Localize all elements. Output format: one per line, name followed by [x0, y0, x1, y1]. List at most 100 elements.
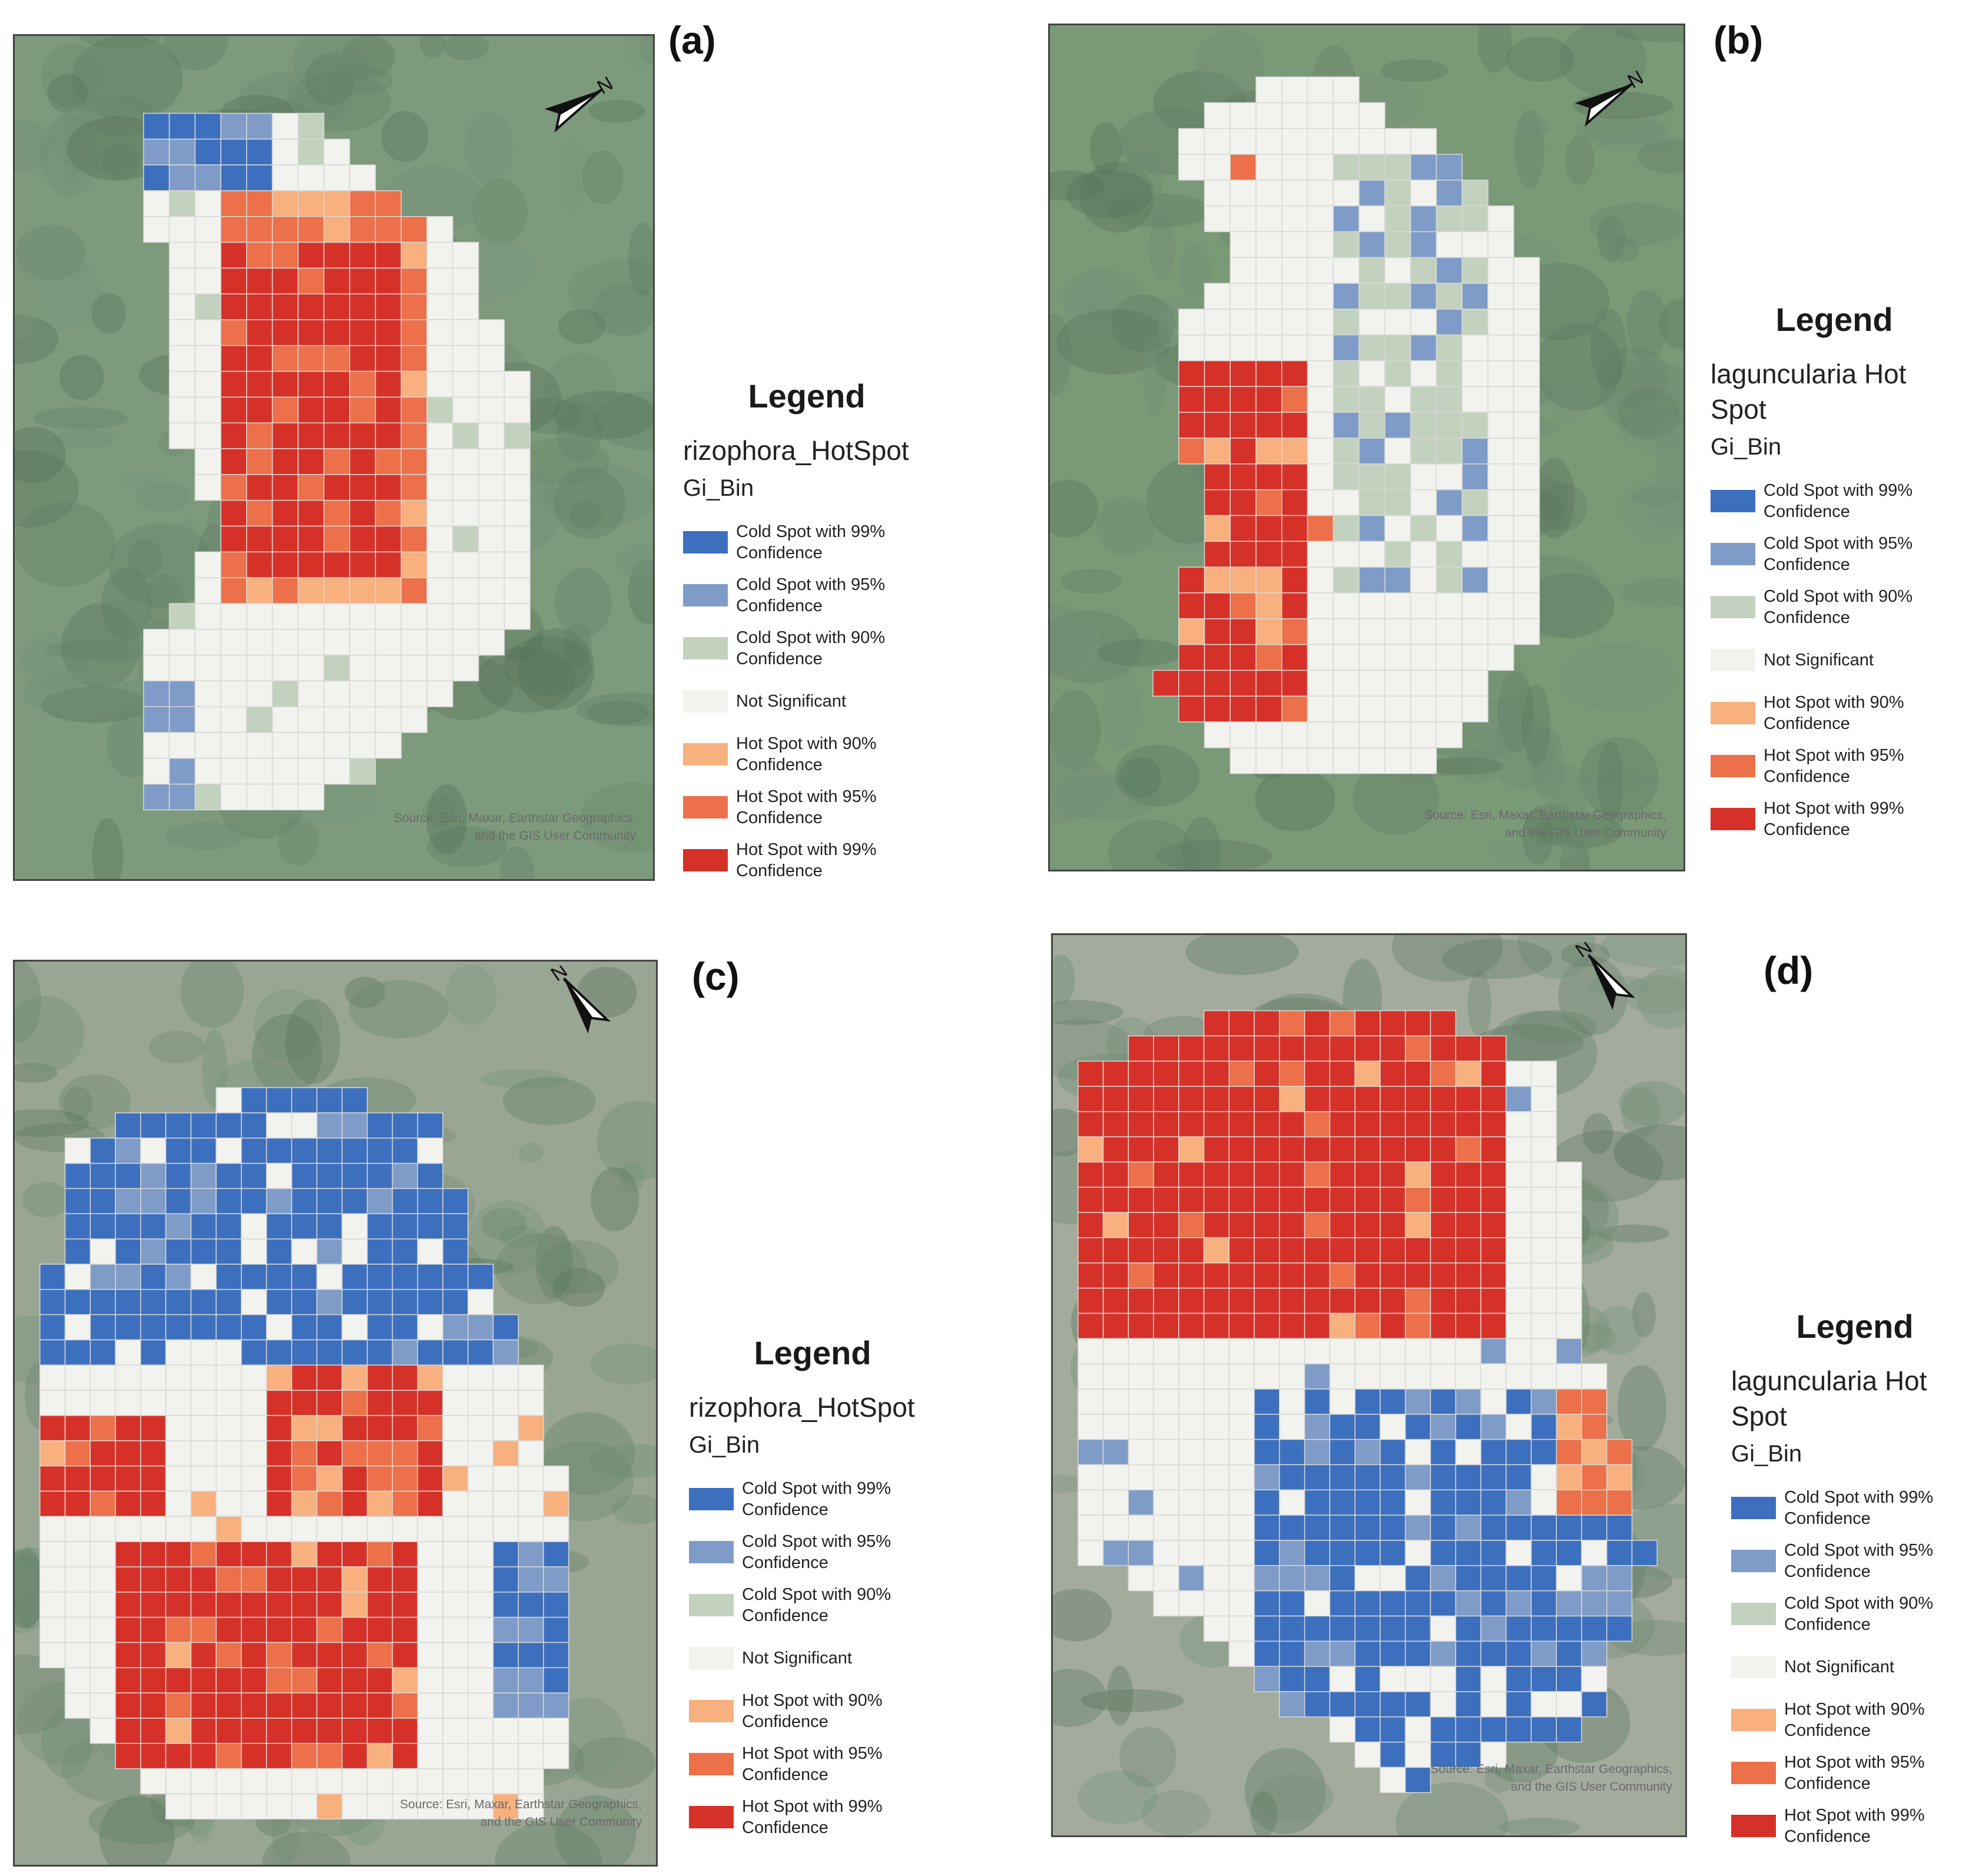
legend-d: Legend laguncularia Hot Spot Gi_Bin Cold… [1731, 1307, 1962, 1852]
legend-swatch-c90 [1711, 596, 1755, 618]
legend-swatch-h90 [1731, 1709, 1776, 1731]
legend-item-c95: Cold Spot with 95% Confidence [1731, 1534, 1962, 1587]
legend-label-c95: Cold Spot with 95% Confidence [736, 575, 886, 615]
legend-swatch-c95 [689, 1541, 734, 1563]
legend-label-h99: Hot Spot with 99% Confidence [736, 840, 877, 880]
panel-label-a: (a) [668, 18, 716, 62]
legend-label-c90: Cold Spot with 90% Confidence [1764, 587, 1913, 627]
legend-item-c99: Cold Spot with 99% Confidence [689, 1473, 936, 1526]
legend-swatch-h95 [689, 1753, 734, 1775]
legend-item-h95: Hot Spot with 95% Confidence [1711, 740, 1958, 793]
source-credit-c: Source: Esri, Maxar, Earthstar Geographi… [400, 1798, 642, 1829]
legend-field-name: Gi_Bin [689, 1432, 760, 1458]
legend-label-c90: Cold Spot with 90% Confidence [1784, 1594, 1934, 1634]
legend-swatch-h90 [683, 743, 728, 765]
map-d-svg [1053, 935, 1685, 1835]
legend-swatch-h99 [1711, 808, 1755, 830]
legend-a: Legend rizophora_HotSpot Gi_Bin Cold Spo… [683, 377, 930, 887]
map-c[interactable] [13, 960, 658, 1867]
legend-item-h99: Hot Spot with 99% Confidence [1711, 793, 1958, 846]
legend-item-c95: Cold Spot with 95% Confidence [689, 1526, 936, 1579]
legend-item-c90: Cold Spot with 90% Confidence [683, 622, 930, 675]
legend-label-h95: Hot Spot with 95% Confidence [1784, 1753, 1925, 1793]
legend-label-h95: Hot Spot with 95% Confidence [736, 787, 877, 827]
legend-swatch-c95 [1711, 543, 1755, 565]
source-credit-d: Source: Esri, Maxar, Earthstar Geographi… [1430, 1762, 1672, 1794]
map-d[interactable] [1051, 933, 1687, 1837]
legend-items: Cold Spot with 99% Confidence Cold Spot wi… [1731, 1481, 1962, 1852]
map-b-svg [1050, 25, 1683, 870]
north-arrow-icon: N [1566, 936, 1655, 1030]
legend-b: Legend laguncularia Hot Spot Gi_Bin Cold… [1711, 300, 1958, 846]
legend-item-c99: Cold Spot with 99% Confidence [683, 516, 930, 569]
legend-item-ns: Not Significant [689, 1632, 936, 1685]
north-arrow-icon: N [1555, 59, 1648, 147]
legend-swatch-h90 [689, 1700, 734, 1722]
legend-item-h95: Hot Spot with 95% Confidence [683, 781, 930, 834]
legend-item-h90: Hot Spot with 90% Confidence [1711, 687, 1958, 740]
legend-label-h95: Hot Spot with 95% Confidence [1764, 746, 1904, 786]
legend-label-h95: Hot Spot with 95% Confidence [742, 1744, 883, 1784]
legend-item-h95: Hot Spot with 95% Confidence [1731, 1746, 1962, 1799]
source-credit-a: Source: Esri, Maxar, Earthstar Geographi… [394, 811, 636, 843]
legend-layer-name: rizophora_HotSpot [683, 435, 909, 466]
legend-item-ns: Not Significant [1711, 634, 1958, 687]
map-b[interactable] [1048, 24, 1685, 871]
legend-label-c90: Cold Spot with 90% Confidence [736, 628, 886, 668]
legend-label-c99: Cold Spot with 99% Confidence [1764, 481, 1913, 521]
legend-label-c95: Cold Spot with 95% Confidence [1764, 534, 1913, 574]
legend-label-c99: Cold Spot with 99% Confidence [742, 1479, 891, 1519]
map-a[interactable] [13, 34, 655, 881]
map-c-svg [15, 962, 656, 1865]
legend-item-h99: Hot Spot with 99% Confidence [683, 834, 930, 887]
legend-field-name: Gi_Bin [1711, 434, 1782, 460]
legend-swatch-ns [1731, 1656, 1776, 1678]
legend-items: Cold Spot with 99% Confidence Cold Spot wi… [1711, 475, 1958, 846]
legend-item-c95: Cold Spot with 95% Confidence [1711, 528, 1958, 581]
legend-label-c99: Cold Spot with 99% Confidence [736, 522, 886, 562]
legend-swatch-h95 [683, 796, 728, 818]
legend-item-c99: Cold Spot with 99% Confidence [1711, 475, 1958, 528]
legend-label-h99: Hot Spot with 99% Confidence [742, 1797, 883, 1837]
legend-swatch-c99 [1731, 1497, 1776, 1519]
legend-layer-name: laguncularia Hot Spot [1731, 1365, 1927, 1431]
legend-label-h90: Hot Spot with 90% Confidence [742, 1691, 883, 1731]
legend-swatch-c90 [683, 637, 728, 659]
legend-label-ns: Not Significant [736, 692, 846, 711]
legend-label-ns: Not Significant [742, 1649, 852, 1668]
legend-swatch-h99 [1731, 1815, 1776, 1837]
legend-label-c95: Cold Spot with 95% Confidence [742, 1532, 891, 1572]
legend-item-h95: Hot Spot with 95% Confidence [689, 1738, 936, 1791]
legend-label-c99: Cold Spot with 99% Confidence [1784, 1488, 1934, 1528]
legend-layer-name: laguncularia Hot Spot [1711, 359, 1907, 425]
legend-swatch-h90 [1711, 702, 1755, 724]
legend-field-name: Gi_Bin [683, 475, 754, 501]
legend-swatch-c99 [1711, 490, 1755, 512]
panel-label-d: (d) [1764, 949, 1814, 992]
legend-item-c90: Cold Spot with 90% Confidence [689, 1579, 936, 1632]
legend-label-h90: Hot Spot with 90% Confidence [1784, 1700, 1925, 1740]
legend-swatch-ns [1711, 649, 1755, 671]
legend-label-c95: Cold Spot with 95% Confidence [1784, 1541, 1934, 1581]
legend-label-h90: Hot Spot with 90% Confidence [1764, 693, 1904, 733]
legend-swatch-c99 [689, 1488, 734, 1510]
legend-swatch-c95 [1731, 1550, 1776, 1572]
legend-title: Legend [1775, 301, 1893, 338]
legend-item-h90: Hot Spot with 90% Confidence [689, 1685, 936, 1738]
north-arrow-icon: N [542, 959, 630, 1054]
legend-title: Legend [754, 1334, 871, 1371]
legend-label-h99: Hot Spot with 99% Confidence [1784, 1806, 1925, 1846]
legend-item-c95: Cold Spot with 95% Confidence [683, 569, 930, 622]
legend-c: Legend rizophora_HotSpot Gi_Bin Cold Spo… [689, 1334, 936, 1844]
legend-title: Legend [1796, 1308, 1914, 1345]
legend-item-ns: Not Significant [683, 675, 930, 728]
legend-item-c99: Cold Spot with 99% Confidence [1731, 1481, 1962, 1534]
map-a-svg [15, 36, 653, 879]
legend-item-c90: Cold Spot with 90% Confidence [1731, 1587, 1962, 1640]
legend-swatch-h99 [683, 849, 728, 871]
legend-items: Cold Spot with 99% Confidence Cold Spot wi… [683, 516, 930, 887]
panel-label-b: (b) [1714, 18, 1764, 62]
legend-label-ns: Not Significant [1784, 1658, 1894, 1676]
north-arrow-icon: N [524, 65, 617, 153]
legend-label-ns: Not Significant [1764, 651, 1874, 669]
